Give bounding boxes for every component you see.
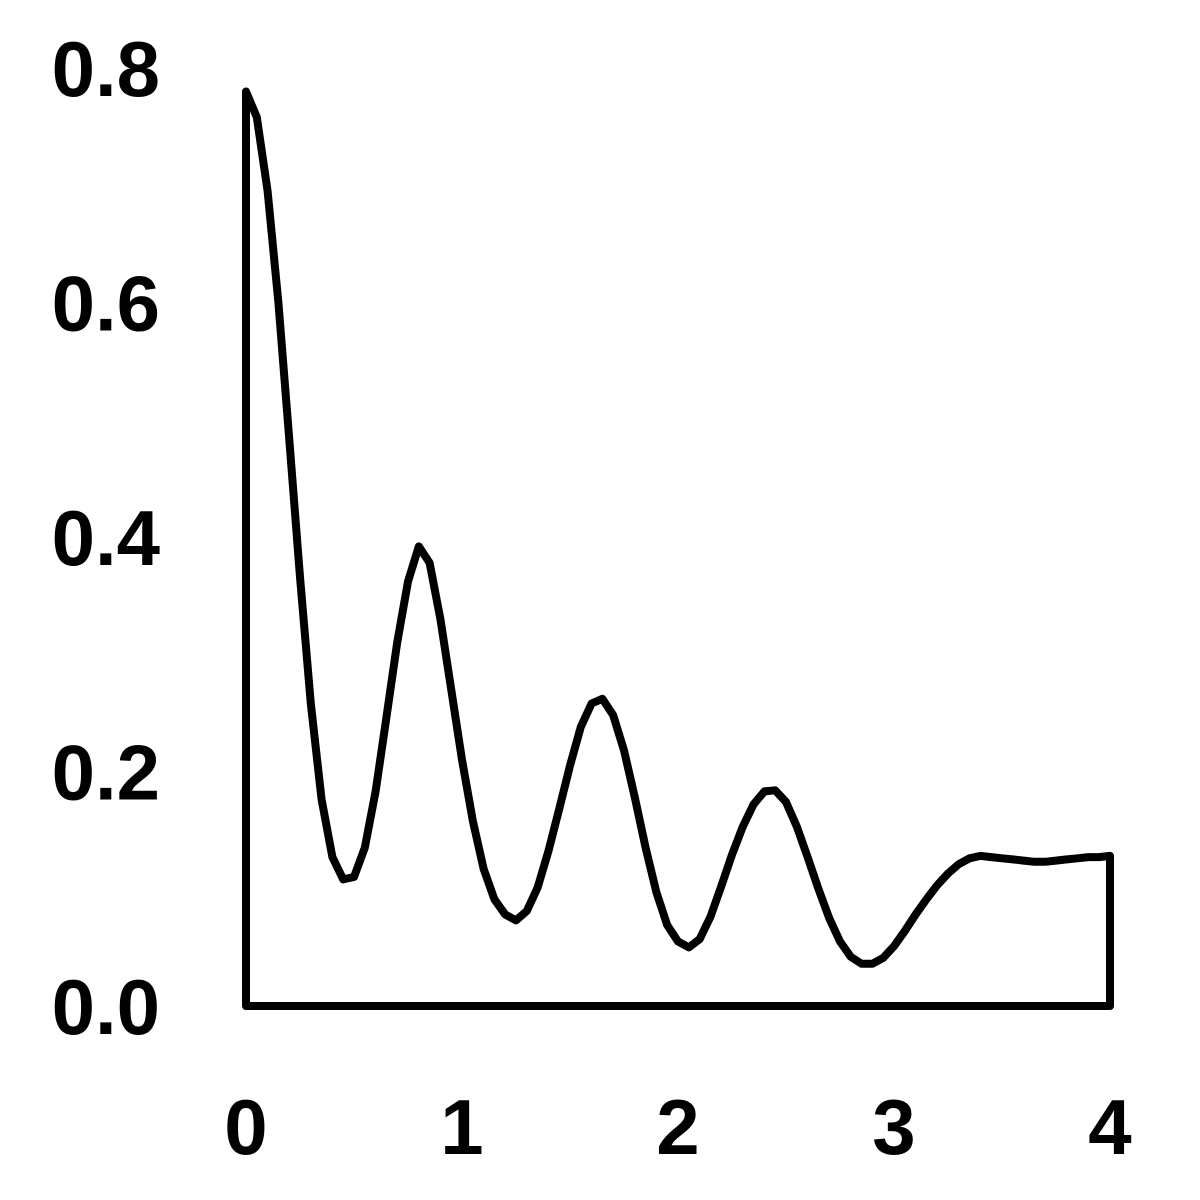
y-tick-label: 0.4 [52, 494, 160, 582]
y-tick-label: 0.2 [52, 729, 160, 817]
x-tick-label: 2 [656, 1083, 699, 1171]
x-tick-label: 3 [872, 1083, 915, 1171]
y-tick-label: 0.6 [52, 260, 160, 348]
x-tick-label: 4 [1088, 1083, 1131, 1171]
y-tick-label: 0.8 [52, 25, 160, 113]
x-tick-label: 0 [224, 1083, 267, 1171]
y-axis-tick-labels: 0.0 0.2 0.4 0.6 0.8 [52, 25, 160, 1051]
x-tick-label: 1 [440, 1083, 483, 1171]
y-tick-label: 0.0 [52, 963, 160, 1051]
x-axis-tick-labels: 0 1 2 3 4 [224, 1083, 1131, 1171]
series-line [242, 87, 1114, 1010]
